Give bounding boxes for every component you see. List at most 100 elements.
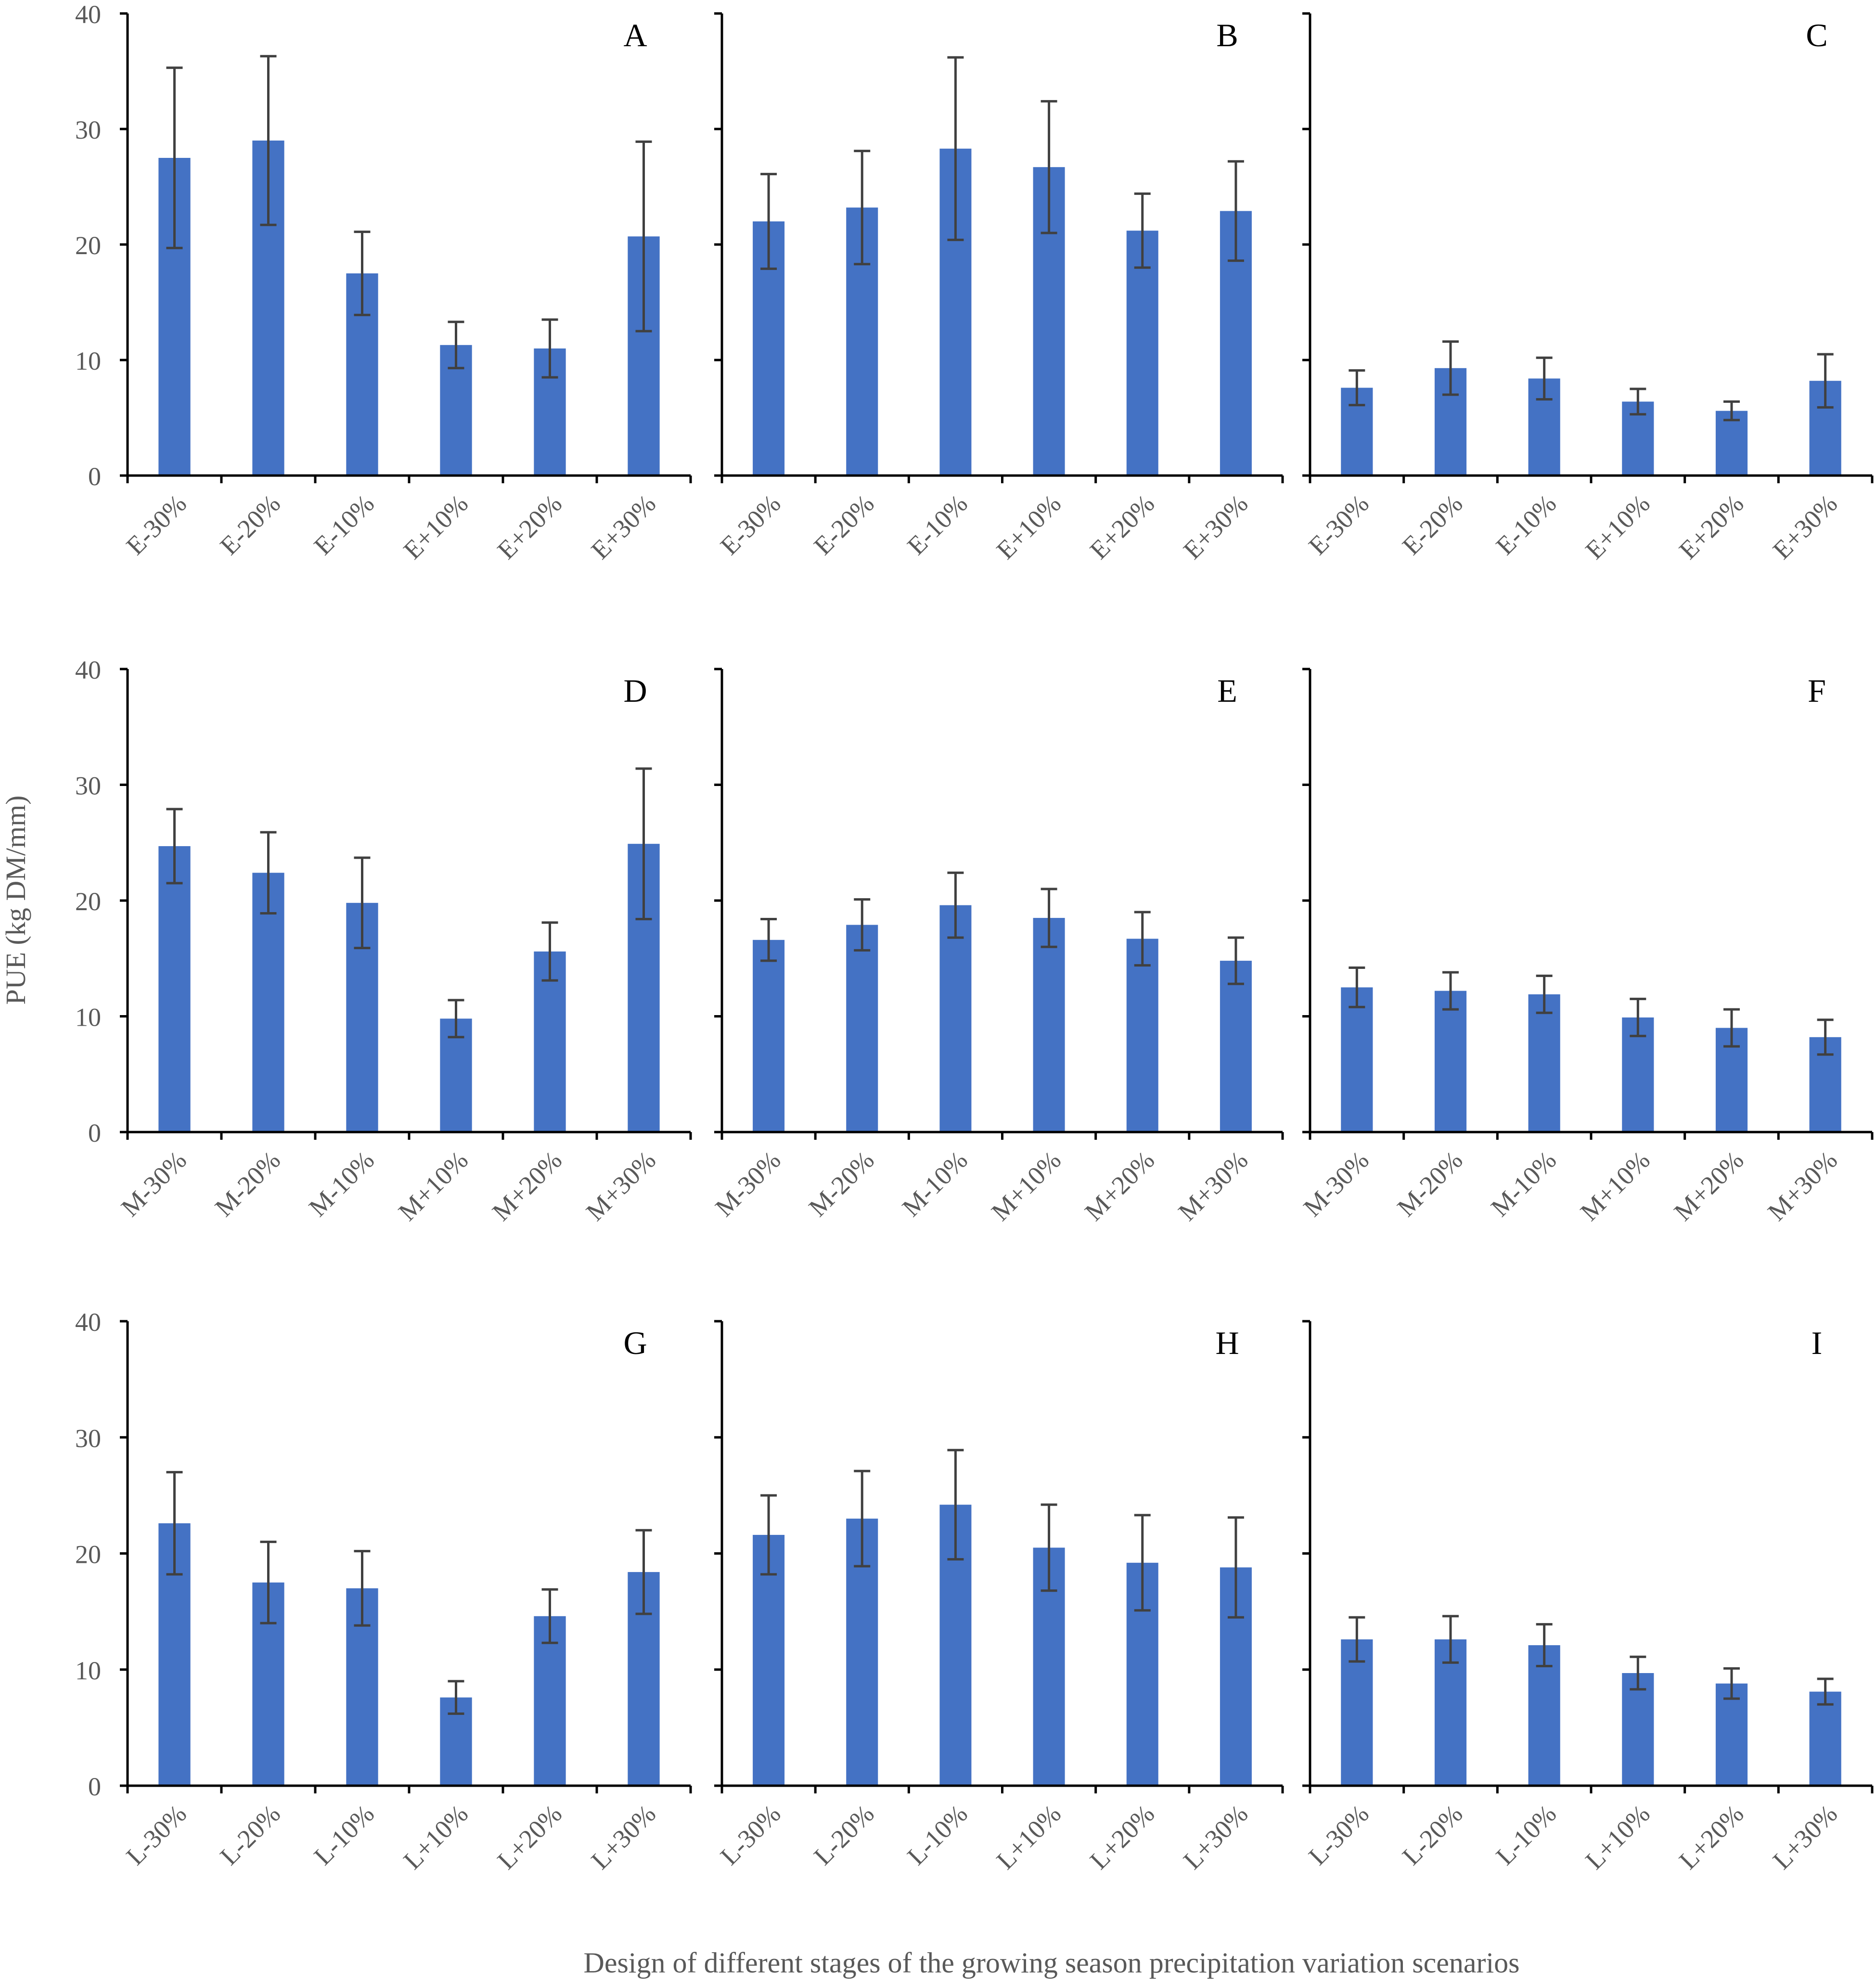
x-tick-label: L-20% <box>215 1799 286 1870</box>
x-tick-label: M-30% <box>116 1146 192 1222</box>
x-tick-label: L-30% <box>1303 1799 1374 1870</box>
bar <box>1715 1683 1748 1786</box>
bar <box>534 1616 566 1786</box>
y-tick-label: 0 <box>88 462 101 491</box>
x-tick-label: E+20% <box>1084 489 1160 565</box>
y-tick-label: 40 <box>75 1308 101 1337</box>
y-tick-label: 10 <box>75 1656 101 1685</box>
x-tick-label: E-10% <box>1491 489 1562 560</box>
panel-letter: I <box>1812 1325 1823 1361</box>
panel-letter: D <box>623 672 647 709</box>
x-tick-label: L+20% <box>492 1799 567 1875</box>
bar <box>158 846 191 1132</box>
x-tick-label: L+20% <box>1673 1799 1749 1875</box>
x-tick-label: L-20% <box>808 1799 879 1870</box>
panel-b: B E-30% E-20% E-10% E+10% E+20% E+30% <box>714 12 1284 565</box>
y-tick-label: 30 <box>75 772 101 800</box>
bar <box>753 1534 785 1786</box>
x-tick-label: M-20% <box>1391 1146 1468 1222</box>
bar <box>1033 918 1065 1132</box>
x-tick-label: M+10% <box>986 1146 1066 1226</box>
panel-letter: A <box>623 17 647 53</box>
x-tick-label: L-10% <box>901 1799 973 1870</box>
x-tick-label: L+30% <box>1767 1799 1843 1875</box>
x-tick-label: L+30% <box>586 1799 661 1875</box>
x-tick-label: M+20% <box>1669 1146 1749 1226</box>
bar <box>1528 1645 1560 1786</box>
x-tick-label: L+10% <box>1580 1799 1656 1875</box>
x-tick-label: M+20% <box>1079 1146 1160 1226</box>
x-tick-label: M-30% <box>1298 1146 1375 1222</box>
panel-h: H L-30% L-20% L-10% L+10% L+20% L+30% <box>714 1320 1284 1875</box>
x-tick-label: E-20% <box>215 489 286 560</box>
x-tick-label: E-10% <box>901 489 973 560</box>
y-tick-label: 30 <box>75 1424 101 1453</box>
x-tick-label: M-20% <box>209 1146 286 1222</box>
x-tick-label: E+10% <box>991 489 1066 565</box>
y-tick-label: 20 <box>75 231 101 260</box>
x-tick-label: L-10% <box>1491 1799 1562 1870</box>
x-tick-label: M+20% <box>487 1146 567 1226</box>
y-tick-label: 40 <box>75 0 101 29</box>
panel-letter: B <box>1216 17 1238 53</box>
x-tick-label: E+10% <box>398 489 474 565</box>
panel-letter: H <box>1215 1325 1239 1361</box>
bar <box>1715 411 1748 476</box>
y-tick-label: 10 <box>75 1003 101 1032</box>
bar <box>939 905 972 1132</box>
x-tick-label: M-20% <box>803 1146 880 1222</box>
panel-a: A 0 10 20 30 40 E-30% E-20% E-10% E+10% E+20% E+30% <box>75 0 692 565</box>
bar <box>1126 231 1158 476</box>
x-tick-label: L+30% <box>1178 1799 1253 1875</box>
x-tick-label: E+30% <box>1767 489 1843 565</box>
panel-g: G 0 10 20 30 40 L-30% L-20% L-10% L+10% L+20% L+30% <box>75 1308 692 1875</box>
x-tick-label: L+10% <box>991 1799 1066 1875</box>
y-tick-label: 20 <box>75 887 101 916</box>
x-tick-label: E+20% <box>492 489 567 565</box>
panel-letter: G <box>623 1325 647 1361</box>
x-tick-label: E-20% <box>1397 489 1468 560</box>
x-tick-label: E-30% <box>121 489 192 560</box>
panel-c: C E-30% E-20% E-10% E+10% E+20% E+30% <box>1302 12 1874 565</box>
bar <box>1341 987 1373 1132</box>
bar <box>1126 939 1158 1132</box>
y-tick-label: 0 <box>88 1119 101 1147</box>
panel-letter: F <box>1808 672 1826 709</box>
x-tick-label: M-10% <box>897 1146 973 1222</box>
x-tick-label: M+30% <box>580 1146 661 1226</box>
x-tick-label: M-10% <box>303 1146 380 1222</box>
bar <box>1341 1639 1373 1786</box>
x-tick-label: E+10% <box>1580 489 1656 565</box>
x-tick-label: L+10% <box>398 1799 474 1875</box>
bar <box>252 873 284 1132</box>
y-tick-label: 20 <box>75 1540 101 1569</box>
x-tick-label: E+20% <box>1673 489 1749 565</box>
x-tick-label: E-10% <box>308 489 380 560</box>
x-tick-label: L-30% <box>121 1799 192 1870</box>
x-tick-label: E+30% <box>1178 489 1253 565</box>
y-tick-label: 10 <box>75 347 101 375</box>
y-tick-label: 40 <box>75 656 101 684</box>
panel-letter: C <box>1806 17 1827 53</box>
x-tick-label: L+20% <box>1084 1799 1160 1875</box>
panel-letter: E <box>1217 672 1237 709</box>
bar <box>1622 1673 1654 1786</box>
x-tick-label: M+30% <box>1172 1146 1253 1226</box>
x-tick-label: E-20% <box>808 489 879 560</box>
x-tick-label: E+30% <box>586 489 661 565</box>
y-axis-title: PUE (kg DM/mm) <box>0 796 31 1005</box>
x-tick-label: M-10% <box>1485 1146 1562 1222</box>
x-tick-label: E-30% <box>715 489 786 560</box>
x-tick-label: M+10% <box>393 1146 474 1226</box>
x-tick-label: L-30% <box>715 1799 786 1870</box>
bar <box>846 925 878 1132</box>
bar <box>1220 961 1252 1132</box>
panel-d: D 0 10 20 30 40 M-30% M-20% M-10% M+10% M+20% M+30% <box>75 656 692 1226</box>
panel-i: I L-30% L-20% L-10% L+10% L+20% L+30% <box>1302 1320 1874 1875</box>
panel-f: F M-30% M-20% M-10% M+10% M+20% M+30% <box>1298 668 1874 1226</box>
x-tick-label: M+30% <box>1762 1146 1843 1226</box>
bar <box>1434 991 1467 1132</box>
x-tick-label: M-30% <box>709 1146 786 1222</box>
